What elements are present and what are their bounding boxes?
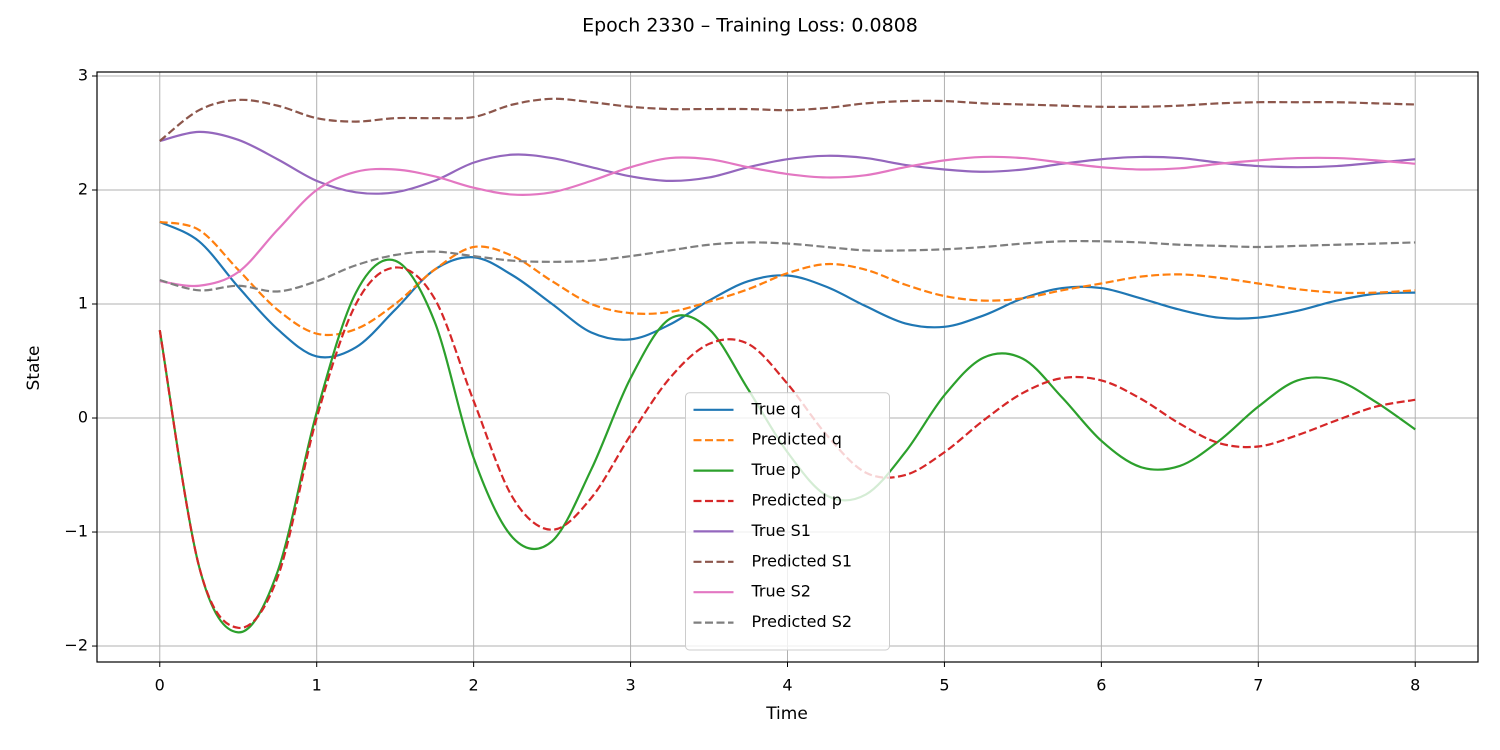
y-tick-label: 2	[78, 180, 88, 199]
series-line	[159, 220, 1416, 359]
series-line	[159, 220, 1416, 337]
legend-label: Predicted S2	[752, 612, 853, 631]
legend-label: True S2	[751, 582, 811, 601]
axes-frame	[96, 71, 1479, 663]
legend: True q Predicted q True p Predicted p True S…	[685, 392, 890, 651]
legend-label: True p	[751, 460, 801, 479]
x-tick-label: 6	[1096, 676, 1106, 695]
series-line	[159, 155, 1416, 288]
x-tick-label: 5	[939, 676, 949, 695]
series-line	[158, 266, 1416, 629]
x-axis-label: Time	[765, 704, 808, 724]
y-tick-label: 3	[78, 65, 88, 84]
legend-label: True S1	[751, 521, 811, 540]
legend-label: Predicted p	[752, 491, 842, 510]
x-tick-label: 3	[625, 676, 635, 695]
series-line	[159, 130, 1416, 195]
y-tick-label: 1	[78, 294, 88, 313]
y-axis-label: State	[24, 346, 44, 391]
x-tick-label: 2	[469, 676, 479, 695]
y-tick-label: −1	[64, 522, 88, 541]
x-tick-label: 0	[155, 676, 165, 695]
series-line	[159, 239, 1416, 293]
series-line	[159, 97, 1416, 142]
y-tick-label: 0	[78, 408, 88, 427]
x-tick-label: 1	[312, 676, 322, 695]
legend-box	[685, 392, 890, 651]
legend-label: Predicted S1	[752, 551, 853, 570]
x-tick-label: 8	[1410, 676, 1420, 695]
series-line	[158, 258, 1416, 634]
y-tick-label: −2	[64, 636, 88, 655]
x-tick-label: 4	[782, 676, 792, 695]
chart-title: Epoch 2330 – Training Loss: 0.0808	[582, 15, 918, 37]
legend-label: Predicted q	[752, 430, 842, 449]
x-tick-label: 7	[1253, 676, 1263, 695]
legend-label: True q	[751, 399, 801, 418]
